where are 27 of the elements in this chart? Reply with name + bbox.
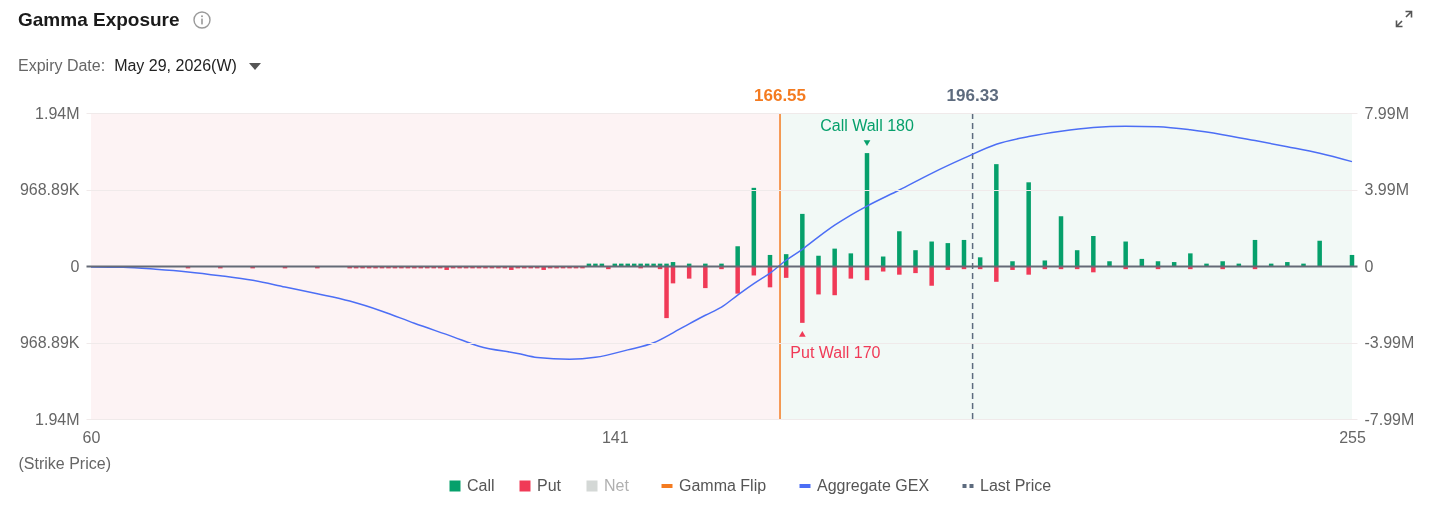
legend-label: Aggregate GEX [817,477,930,494]
legend-label: Call [467,477,495,494]
annotation: 196.33 [946,86,999,105]
x-axis-title: (Strike Price) [18,454,111,472]
y-tick-label: 1.94M [35,410,80,428]
y-tick-label: 1.94M [35,104,80,122]
y2-tick-label: -7.99M [1364,410,1415,428]
x-tick-label: 60 [82,428,101,446]
y2-tick-label: 0 [1364,257,1374,275]
chart-title: Gamma Exposure [18,9,180,31]
legend-label: Net [604,477,630,494]
text: May 29, 2026(W) [114,57,237,75]
legend-label: Put [537,477,562,494]
y-tick-label: 968.89K [19,181,80,198]
chart-subtitle: Expiry Date: [18,57,106,75]
y-tick-label: 968.89K [19,334,80,351]
legend-label: Last Price [980,477,1052,494]
y-tick-label: 0 [70,257,80,275]
y2-tick-label: -3.99M [1364,334,1415,351]
annotation: Put Wall 170 [790,343,881,361]
x-tick-label: 255 [1339,428,1366,446]
x-tick-label: 141 [601,428,629,446]
y2-tick-label: 3.99M [1364,181,1409,198]
annotation: 166.55 [754,86,807,105]
legend-label: Gamma Flip [679,477,767,494]
y2-tick-label: 7.99M [1364,104,1409,122]
annotation: Call Wall 180 [820,117,914,135]
